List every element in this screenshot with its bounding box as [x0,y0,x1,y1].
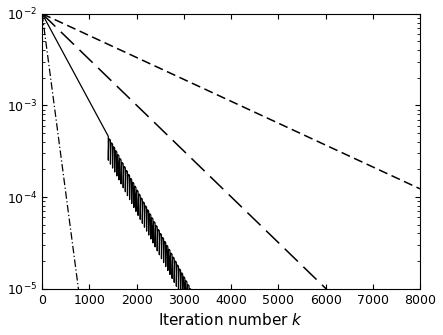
X-axis label: Iteration number $k$: Iteration number $k$ [159,312,304,328]
